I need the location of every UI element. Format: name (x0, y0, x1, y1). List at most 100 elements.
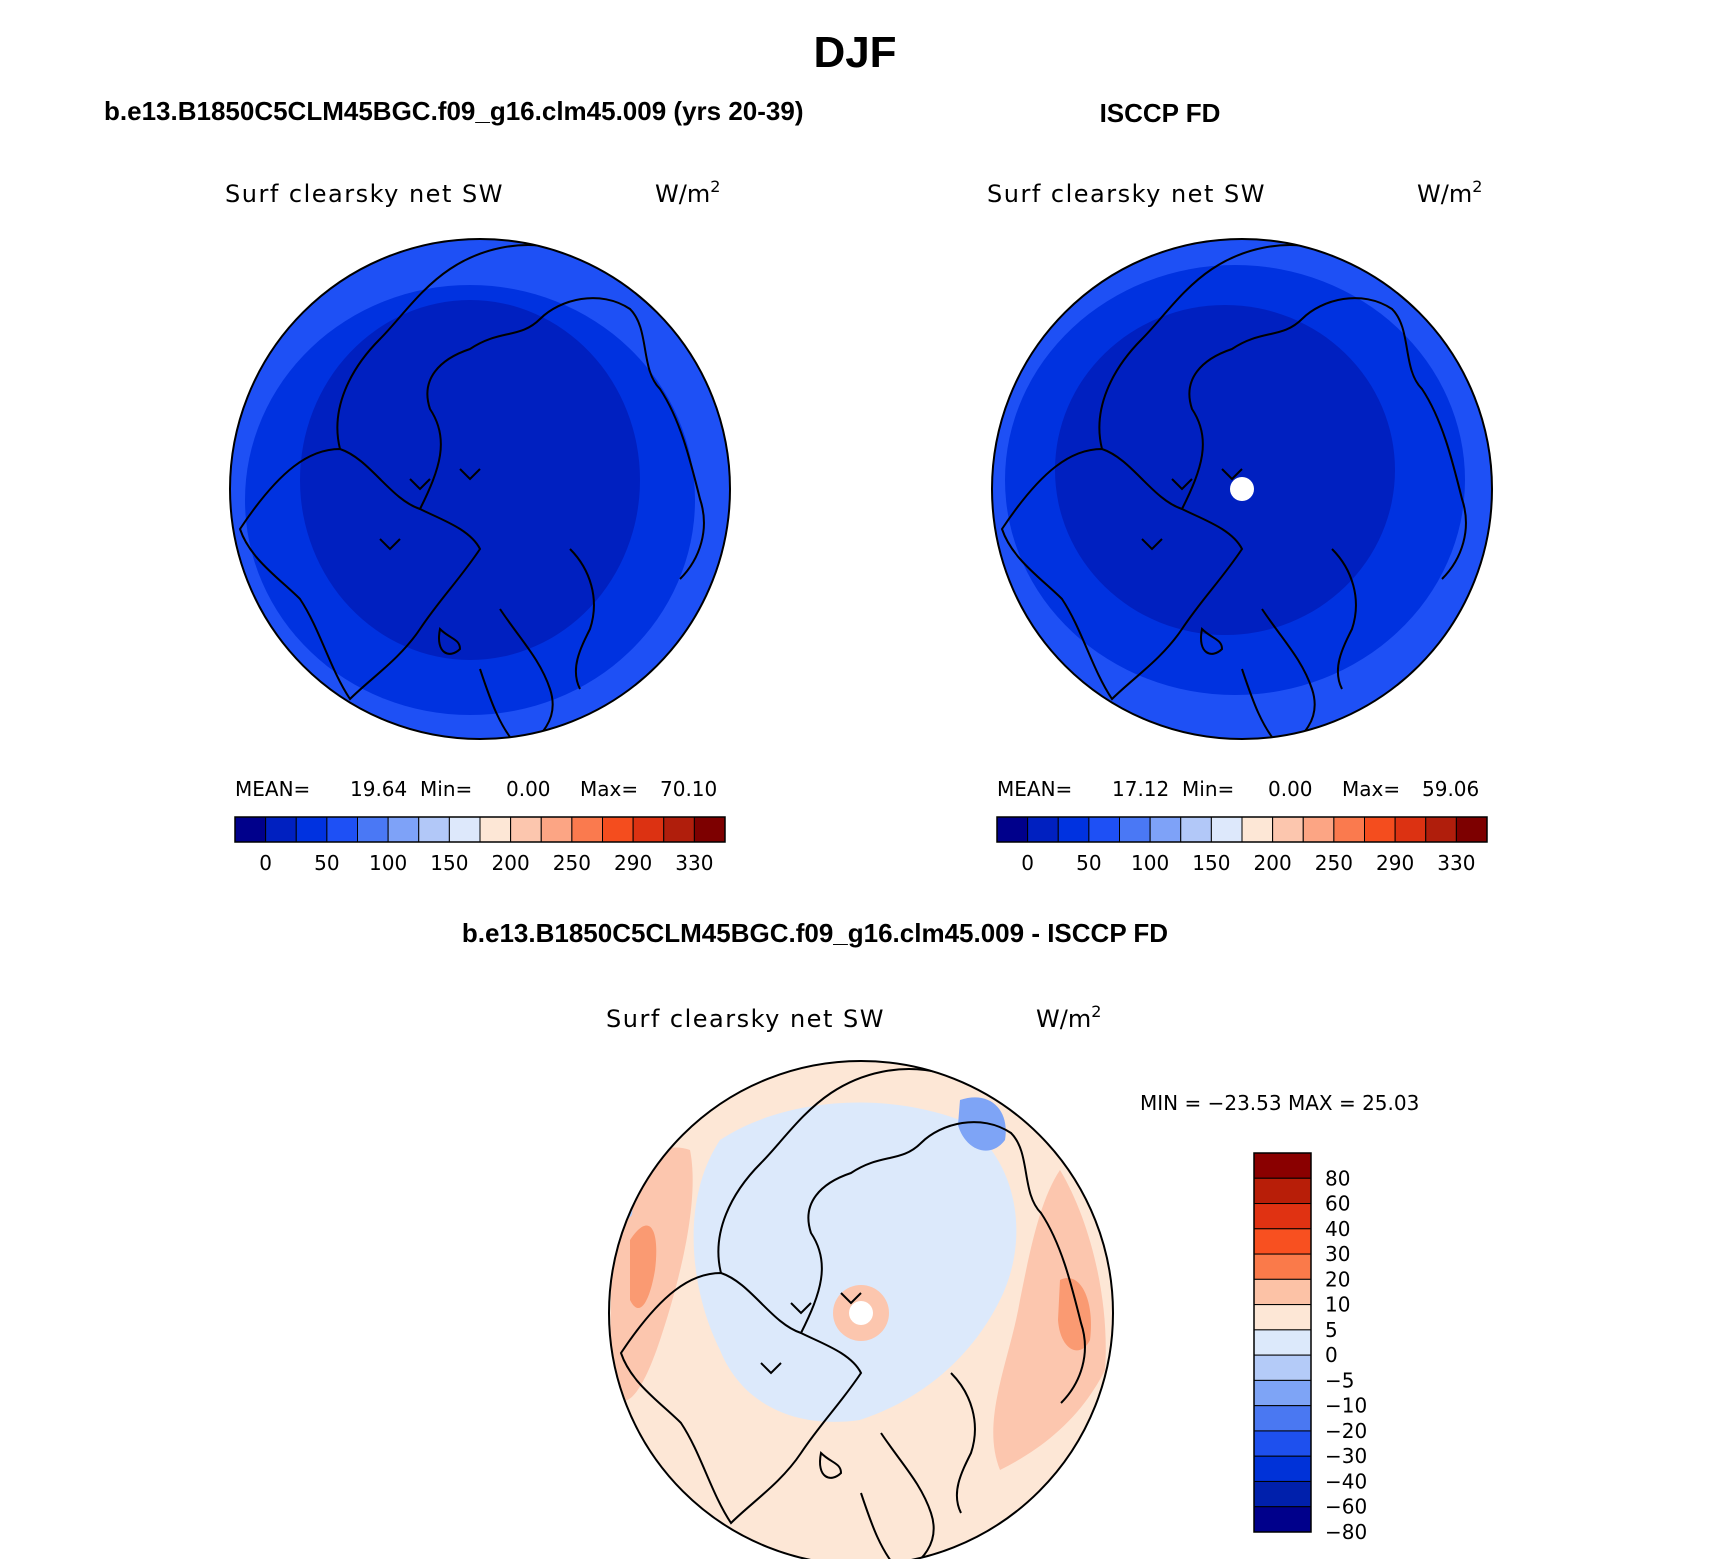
obs-panel-title: ISCCP FD (1099, 98, 1221, 128)
diff-colorbar-tick-label: 0 (1325, 1343, 1338, 1367)
obs-mean-value: 17.12 (1112, 777, 1169, 801)
obs-colorbar-swatch (1272, 816, 1304, 843)
diff-colorbar-swatch (1253, 1253, 1312, 1280)
diff-colorbar-tick-label: 10 (1325, 1293, 1350, 1317)
diff-colorbar-tick-label: 40 (1325, 1217, 1350, 1241)
obs-min-label: Min= (1182, 777, 1234, 801)
obs-min-value: 0.00 (1268, 777, 1313, 801)
obs-max-value: 59.06 (1422, 777, 1479, 801)
model-variable-label: Surf clearsky net SW (225, 180, 504, 208)
diff-stats: MIN = −23.53 MAX = 25.03 (1140, 1091, 1419, 1115)
model-colorbar-swatch (448, 816, 481, 843)
model-colorbar-tick-label: 330 (675, 851, 713, 875)
obs-colorbar-swatch (1425, 816, 1457, 843)
obs-colorbar-swatch (1333, 816, 1365, 843)
model-colorbar-swatch (326, 816, 358, 843)
model-units-label: W/m2 (655, 177, 720, 208)
diff-map-border (608, 1060, 1114, 1559)
diff-colorbar-swatch (1253, 1405, 1312, 1432)
model-max-value: 70.10 (660, 777, 717, 801)
obs-max-label: Max= (1342, 777, 1400, 801)
diff-colorbar-swatch (1253, 1304, 1312, 1331)
model-colorbar-frame (234, 816, 726, 843)
model-colorbar-swatch (663, 816, 695, 843)
diff-map-negative-region (615, 1192, 633, 1220)
obs-variable-label: Surf clearsky net SW (987, 180, 1266, 208)
diff-colorbar-tick-label: −5 (1325, 1368, 1354, 1392)
diff-colorbar-tick-label: −60 (1325, 1495, 1367, 1519)
model-min-value: 0.00 (506, 777, 551, 801)
model-colorbar-swatch (540, 816, 573, 843)
diff-colorbar-swatch (1253, 1203, 1312, 1230)
diff-colorbar-swatch (1253, 1480, 1312, 1508)
obs-colorbar-tick-label: 330 (1437, 851, 1475, 875)
obs-colorbar-swatch (1241, 816, 1274, 843)
obs-colorbar-swatch (1057, 816, 1090, 843)
model-colorbar-tick-label: 200 (492, 851, 530, 875)
obs-colorbar-swatch (1210, 816, 1243, 843)
obs-colorbar-swatch (1088, 816, 1120, 843)
obs-colorbar-swatch (1455, 816, 1488, 843)
model-colorbar-tick-label: 0 (259, 851, 272, 875)
diff-map-missing-pole (849, 1301, 873, 1325)
obs-colorbar-swatch (1119, 816, 1151, 843)
model-min-label: Min= (420, 777, 472, 801)
obs-colorbar-swatch (1180, 816, 1212, 843)
obs-colorbar: 0 50 100 150 200 250 290 330 (996, 816, 1488, 875)
diff-map-positive-region (630, 1225, 657, 1309)
diff-colorbar-swatch (1253, 1278, 1312, 1306)
model-map (229, 238, 731, 740)
obs-mean-label: MEAN= (997, 777, 1072, 801)
obs-colorbar-frame (996, 816, 1488, 843)
obs-colorbar-tick-label: 290 (1376, 851, 1414, 875)
diff-colorbar-swatch (1253, 1430, 1312, 1457)
obs-map (991, 238, 1493, 740)
model-mean-value: 19.64 (350, 777, 407, 801)
diff-colorbar-frame (1253, 1152, 1312, 1533)
obs-colorbar-swatch (1394, 816, 1427, 843)
diff-colorbar-tick-label: −40 (1325, 1469, 1367, 1493)
obs-map-border (991, 238, 1493, 740)
diff-colorbar-tick-label: 80 (1325, 1166, 1350, 1190)
model-colorbar-swatch (602, 816, 634, 843)
obs-colorbar-swatch (1149, 816, 1182, 843)
diff-colorbar-tick-label: 5 (1325, 1318, 1338, 1342)
model-map-border (229, 238, 731, 740)
diff-map (608, 1060, 1114, 1559)
diff-colorbar-swatch (1253, 1152, 1312, 1179)
model-colorbar-tick-label: 50 (314, 851, 339, 875)
model-mean-label: MEAN= (235, 777, 310, 801)
obs-colorbar-tick-label: 200 (1254, 851, 1292, 875)
obs-colorbar-tick-label: 50 (1076, 851, 1101, 875)
main-title: DJF (813, 28, 897, 77)
diff-map-negative-region (958, 1097, 1006, 1151)
diff-map-positive-region (993, 1170, 1106, 1470)
diff-colorbar-swatch (1253, 1329, 1312, 1356)
obs-colorbar-tick-label: 250 (1315, 851, 1353, 875)
model-colorbar-swatch (265, 816, 297, 843)
diff-colorbar-swatch (1253, 1379, 1312, 1407)
obs-colorbar-tick-label: 100 (1131, 851, 1169, 875)
obs-colorbar-swatch (1302, 816, 1335, 843)
diff-colorbar-tick-label: 30 (1325, 1242, 1350, 1266)
diff-colorbar-tick-label: 60 (1325, 1192, 1350, 1216)
obs-colorbar-swatch (1364, 816, 1396, 843)
model-colorbar-swatch (571, 816, 603, 843)
model-colorbar: 0 50 100 150 200 250 290 330 (234, 816, 726, 875)
diff-units-label: W/m2 (1036, 1002, 1101, 1033)
model-colorbar-swatch (234, 816, 267, 843)
model-colorbar-tick-label: 150 (430, 851, 468, 875)
obs-colorbar-swatch (1027, 816, 1059, 843)
model-colorbar-swatch (357, 816, 389, 843)
diff-colorbar-swatch (1253, 1506, 1312, 1533)
model-colorbar-swatch (632, 816, 665, 843)
diff-colorbar-swatch (1253, 1354, 1312, 1381)
model-colorbar-tick-label: 100 (369, 851, 407, 875)
obs-map-missing-pole (1230, 477, 1254, 501)
model-colorbar-tick-label: 290 (614, 851, 652, 875)
diff-colorbar-tick-label: 20 (1325, 1267, 1350, 1291)
model-colorbar-swatch (510, 816, 542, 843)
model-colorbar-swatch (418, 816, 450, 843)
diff-colorbar-swatch (1253, 1455, 1312, 1482)
